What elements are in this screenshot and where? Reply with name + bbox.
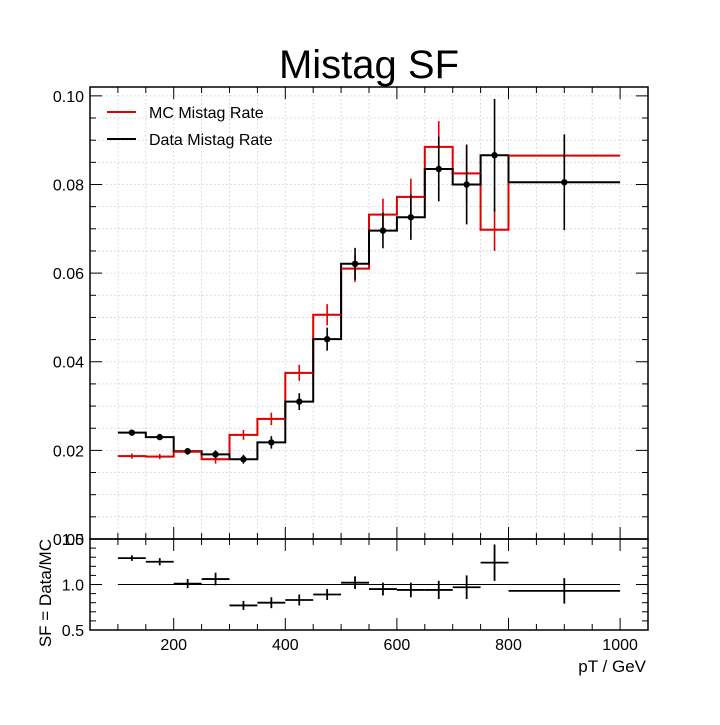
y-tick-label: 0.06 — [53, 266, 84, 283]
x-tick-label: 600 — [384, 637, 411, 654]
ratio-y-tick-label: 0.5 — [62, 623, 84, 640]
x-tick-label: 400 — [272, 637, 299, 654]
y-tick-label: 0.04 — [53, 355, 84, 372]
x-tick-label: 200 — [160, 637, 187, 654]
main-series — [117, 98, 621, 464]
ratio-series — [117, 544, 621, 610]
main-ticks: 0.00 0.02 0.04 0.06 0.08 0.10 — [53, 87, 648, 549]
data-point — [323, 335, 331, 343]
data-point — [240, 456, 247, 463]
x-tick-label: 1000 — [602, 637, 638, 654]
data-point — [561, 179, 568, 186]
data-point — [184, 448, 191, 455]
data-point — [351, 260, 359, 268]
y-tick-label: 0.02 — [53, 443, 84, 460]
y-axis-label: SF = Data/MC — [36, 539, 55, 647]
legend-label-data: Data Mistag Rate — [149, 132, 273, 149]
y-tick-label: 0.00 — [53, 532, 84, 549]
data-point — [407, 214, 415, 221]
data-point — [435, 165, 442, 173]
data-point — [268, 439, 275, 446]
ratio-ticks: 0.5 1.0 1.5 200 400 600 800 1000 — [62, 532, 648, 654]
main-grid — [90, 87, 648, 539]
ratio-y-tick-label: 1.5 — [62, 532, 84, 549]
data-point — [491, 152, 498, 159]
ratio-y-tick-label: 1.0 — [62, 578, 84, 595]
data-point — [128, 429, 136, 436]
x-axis-label: pT / GeV — [578, 657, 646, 676]
chart-title: Mistag SF — [279, 43, 459, 87]
data-point — [379, 227, 387, 234]
y-tick-label: 0.10 — [53, 89, 84, 106]
data-point — [463, 181, 470, 188]
data-point — [212, 451, 219, 458]
data-point — [296, 398, 303, 405]
data-point — [156, 433, 163, 441]
legend-label-mc: MC Mistag Rate — [149, 105, 264, 122]
legend: MC Mistag Rate Data Mistag Rate — [107, 105, 273, 149]
x-tick-label: 800 — [495, 637, 522, 654]
y-tick-label: 0.08 — [53, 177, 84, 194]
